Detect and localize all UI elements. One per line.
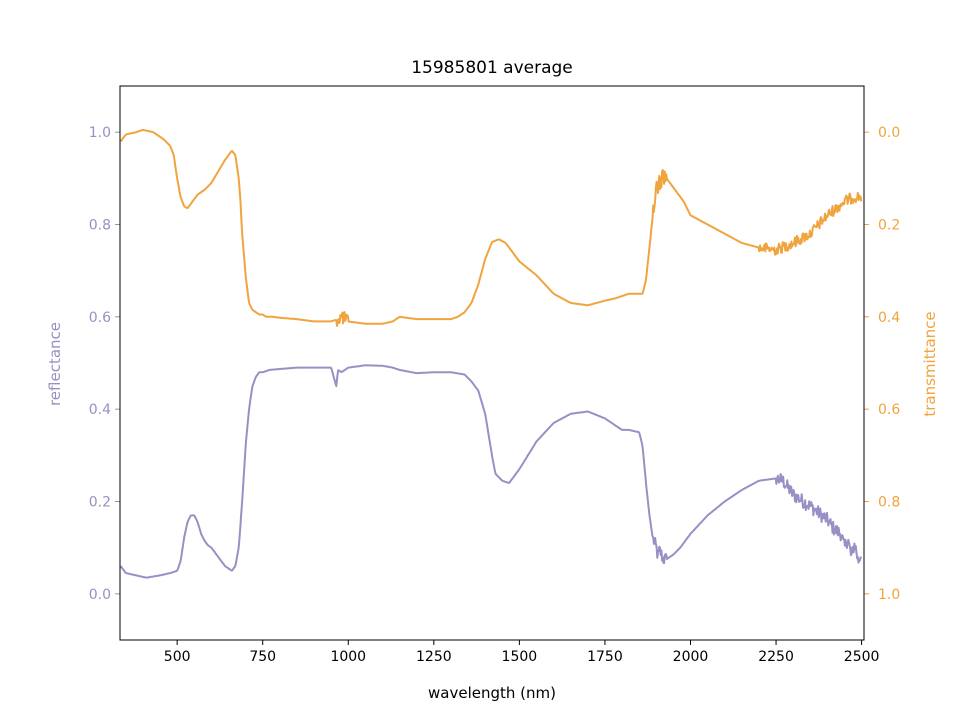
- reflectance-series-line: [119, 364, 863, 579]
- x-tick-label: 2000: [673, 649, 709, 665]
- right-y-tick-label: 1.0: [878, 587, 900, 603]
- left-y-tick-label: 0.2: [89, 495, 111, 511]
- right-y-tick-label: 0.6: [878, 402, 900, 418]
- left-y-tick-label: 0.4: [89, 402, 111, 418]
- plot-frame: [119, 85, 865, 641]
- x-axis: 500 750 1000 1250 1500 1750 2000 2250 2500: [164, 640, 880, 665]
- x-tick-label: 1000: [330, 649, 366, 665]
- plot-area: [119, 128, 863, 579]
- transmittance-series-line: [119, 128, 863, 327]
- x-tick-label: 500: [164, 649, 191, 665]
- left-y-tick-label: 0.0: [89, 587, 111, 603]
- x-axis-label: wavelength (nm): [428, 684, 556, 702]
- left-y-tick-label: 1.0: [89, 125, 111, 141]
- right-y-tick-label: 0.8: [878, 495, 900, 511]
- right-y-axis: 0.0 0.2 0.4 0.6 0.8 1.0: [864, 125, 900, 603]
- right-y-tick-label: 0.2: [878, 218, 900, 234]
- x-tick-label: 750: [249, 649, 276, 665]
- left-y-tick-label: 0.6: [89, 310, 111, 326]
- right-y-axis-label: transmittance: [921, 311, 939, 416]
- left-y-axis-label: reflectance: [46, 322, 64, 406]
- x-tick-label: 1750: [587, 649, 623, 665]
- x-tick-label: 2250: [758, 649, 794, 665]
- right-y-tick-label: 0.0: [878, 125, 900, 141]
- left-y-axis: 0.0 0.2 0.4 0.6 0.8 1.0: [89, 125, 120, 603]
- right-y-tick-label: 0.4: [878, 310, 900, 326]
- x-tick-label: 1500: [502, 649, 538, 665]
- x-tick-label: 1250: [416, 649, 452, 665]
- chart-title: 15985801 average: [411, 58, 573, 78]
- x-tick-label: 2500: [844, 649, 880, 665]
- left-y-tick-label: 0.8: [89, 218, 111, 234]
